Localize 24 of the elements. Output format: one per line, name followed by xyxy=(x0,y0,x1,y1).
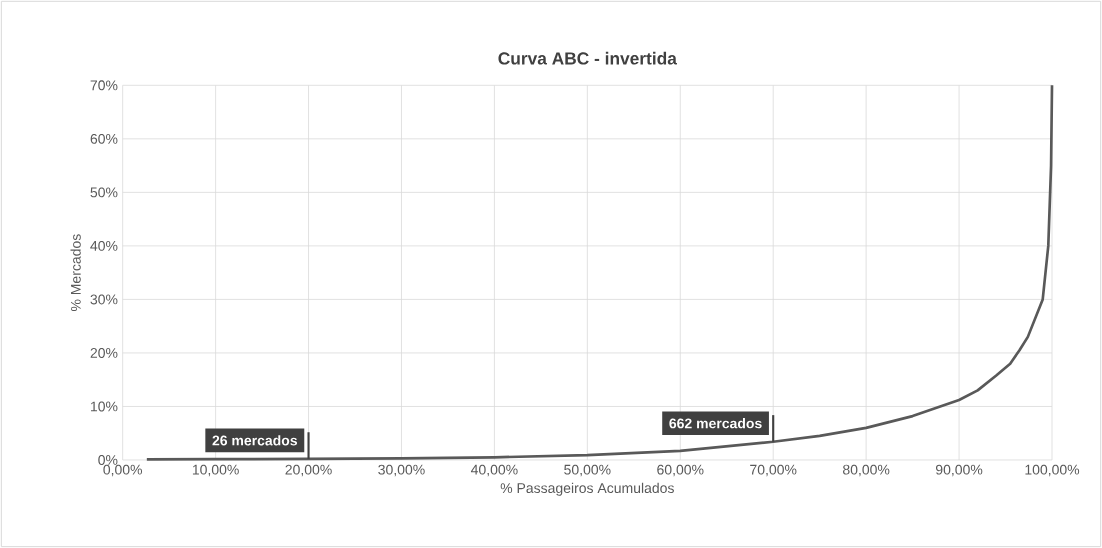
x-tick-label: 50,00% xyxy=(564,464,611,477)
y-tick-label: 30% xyxy=(90,294,118,305)
annotation: 662 mercados xyxy=(669,418,762,429)
x-tick-label: 80,00% xyxy=(843,464,890,477)
y-tick-label: 0% xyxy=(98,455,118,465)
y-tick-label: 10% xyxy=(91,401,118,412)
x-tick-label: 90,00% xyxy=(935,464,983,477)
y-tick-label: 50% xyxy=(90,187,118,198)
x-axis-title: % Passageiros Acumulados xyxy=(500,482,674,496)
y-tick-label: 40% xyxy=(90,240,118,251)
x-tick-label: 100,00% xyxy=(1025,464,1080,477)
x-tick-label: 60,00% xyxy=(657,464,704,477)
x-tick-label: 0,00% xyxy=(103,464,143,477)
y-tick-label: 70% xyxy=(90,80,118,91)
y-axis-title: % Mercados xyxy=(70,234,81,312)
x-tick-label: 70,00% xyxy=(750,464,797,477)
x-tick-label: 40,00% xyxy=(470,464,518,477)
x-tick-label: 30,00% xyxy=(378,464,425,477)
y-tick-label: 60% xyxy=(90,133,118,144)
x-tick-label: 20,00% xyxy=(285,464,332,477)
y-tick-label: 20% xyxy=(90,347,118,358)
chart-title: Curva ABC - invertida xyxy=(498,51,677,65)
x-tick-label: 10,00% xyxy=(192,464,239,477)
annotation: 26 mercados xyxy=(212,435,298,446)
